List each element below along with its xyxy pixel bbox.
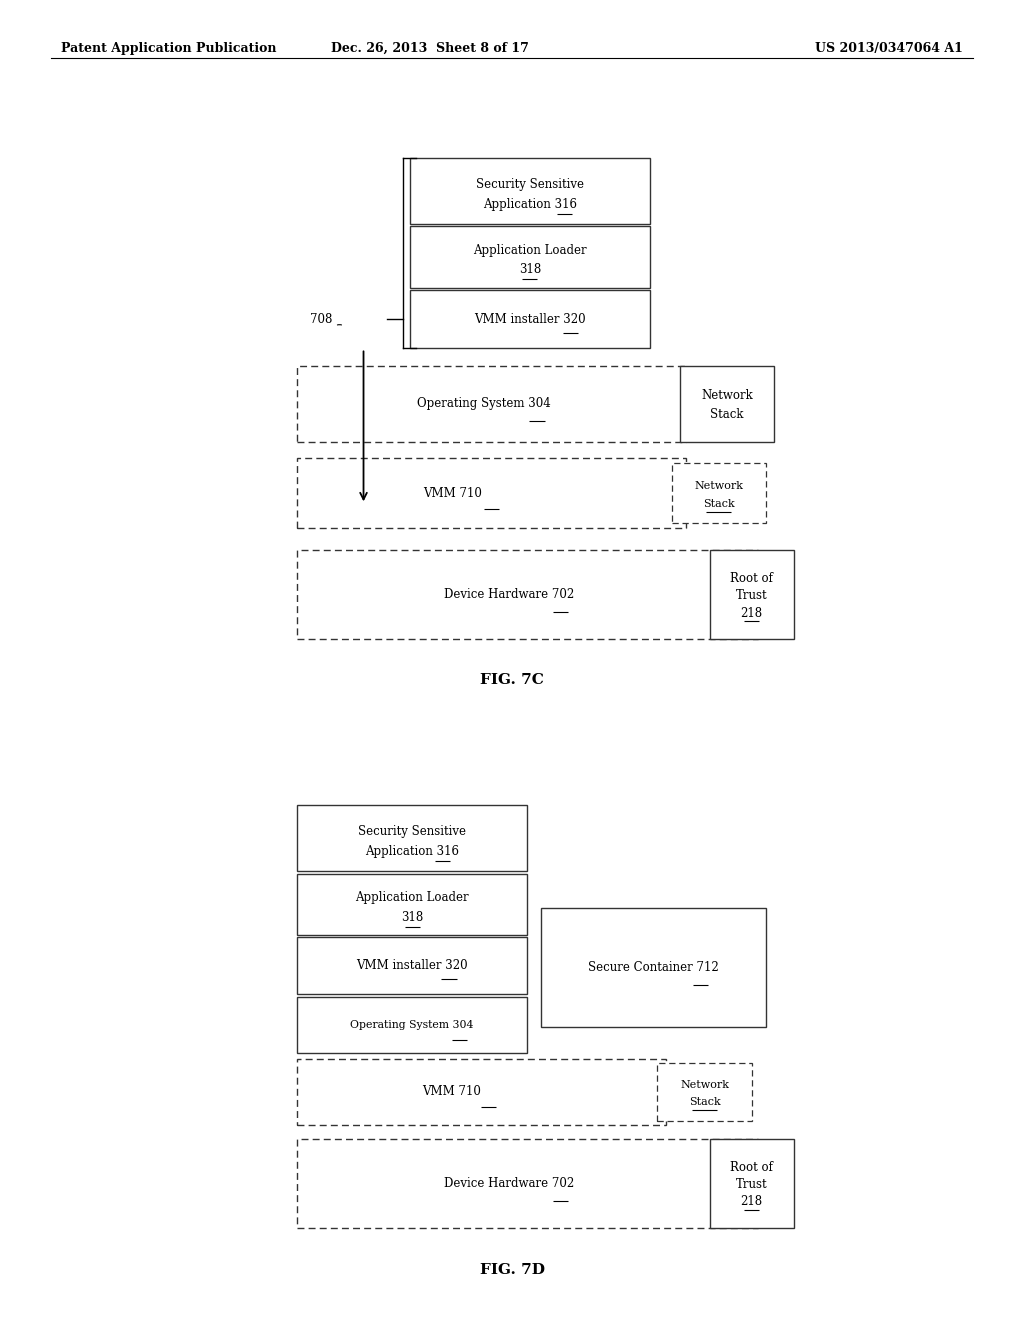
- Text: Device Hardware 702: Device Hardware 702: [443, 1177, 574, 1189]
- FancyBboxPatch shape: [410, 290, 650, 348]
- Text: Root of: Root of: [730, 1162, 773, 1173]
- Text: Patent Application Publication: Patent Application Publication: [61, 42, 276, 55]
- Text: Application 316: Application 316: [366, 845, 459, 858]
- FancyBboxPatch shape: [297, 805, 527, 871]
- Text: VMM installer 320: VMM installer 320: [356, 960, 468, 972]
- FancyBboxPatch shape: [297, 997, 527, 1053]
- Text: Device Hardware 702: Device Hardware 702: [443, 589, 574, 601]
- Text: Stack: Stack: [702, 499, 735, 508]
- Text: Application 316: Application 316: [483, 198, 577, 211]
- Text: Operating System 304: Operating System 304: [350, 1020, 474, 1030]
- Text: VMM 710: VMM 710: [423, 487, 482, 499]
- FancyBboxPatch shape: [297, 458, 686, 528]
- Text: VMM installer 320: VMM installer 320: [474, 313, 586, 326]
- FancyBboxPatch shape: [710, 550, 794, 639]
- FancyBboxPatch shape: [672, 463, 766, 523]
- FancyBboxPatch shape: [297, 1139, 758, 1228]
- Text: Stack: Stack: [711, 408, 743, 421]
- Text: 218: 218: [740, 607, 763, 619]
- Text: Application Loader: Application Loader: [473, 244, 587, 256]
- Text: FIG. 7D: FIG. 7D: [479, 1263, 545, 1276]
- Text: Dec. 26, 2013  Sheet 8 of 17: Dec. 26, 2013 Sheet 8 of 17: [331, 42, 529, 55]
- Text: Operating System 304: Operating System 304: [417, 397, 551, 411]
- Text: 708: 708: [310, 313, 333, 326]
- FancyBboxPatch shape: [297, 874, 527, 935]
- Text: Trust: Trust: [736, 590, 767, 602]
- Text: Application Loader: Application Loader: [355, 891, 469, 904]
- FancyBboxPatch shape: [297, 937, 527, 994]
- FancyBboxPatch shape: [297, 366, 686, 442]
- Text: VMM 710: VMM 710: [422, 1085, 481, 1098]
- Text: 318: 318: [519, 264, 541, 276]
- FancyBboxPatch shape: [541, 908, 766, 1027]
- Text: Network: Network: [701, 389, 753, 403]
- Text: Root of: Root of: [730, 573, 773, 585]
- FancyBboxPatch shape: [410, 158, 650, 224]
- Text: FIG. 7C: FIG. 7C: [480, 673, 544, 686]
- Text: Network: Network: [694, 482, 743, 491]
- Text: US 2013/0347064 A1: US 2013/0347064 A1: [815, 42, 963, 55]
- FancyBboxPatch shape: [297, 550, 758, 639]
- Text: 318: 318: [401, 911, 423, 924]
- Text: Network: Network: [680, 1080, 729, 1090]
- Text: Security Sensitive: Security Sensitive: [476, 178, 584, 191]
- Text: 218: 218: [740, 1196, 763, 1208]
- FancyBboxPatch shape: [680, 366, 774, 442]
- Text: Stack: Stack: [688, 1097, 721, 1107]
- Text: Secure Container 712: Secure Container 712: [588, 961, 719, 974]
- FancyBboxPatch shape: [657, 1063, 752, 1121]
- Text: Trust: Trust: [736, 1179, 767, 1191]
- FancyBboxPatch shape: [297, 1059, 666, 1125]
- FancyBboxPatch shape: [410, 226, 650, 288]
- Text: Security Sensitive: Security Sensitive: [358, 825, 466, 838]
- FancyBboxPatch shape: [710, 1139, 794, 1228]
